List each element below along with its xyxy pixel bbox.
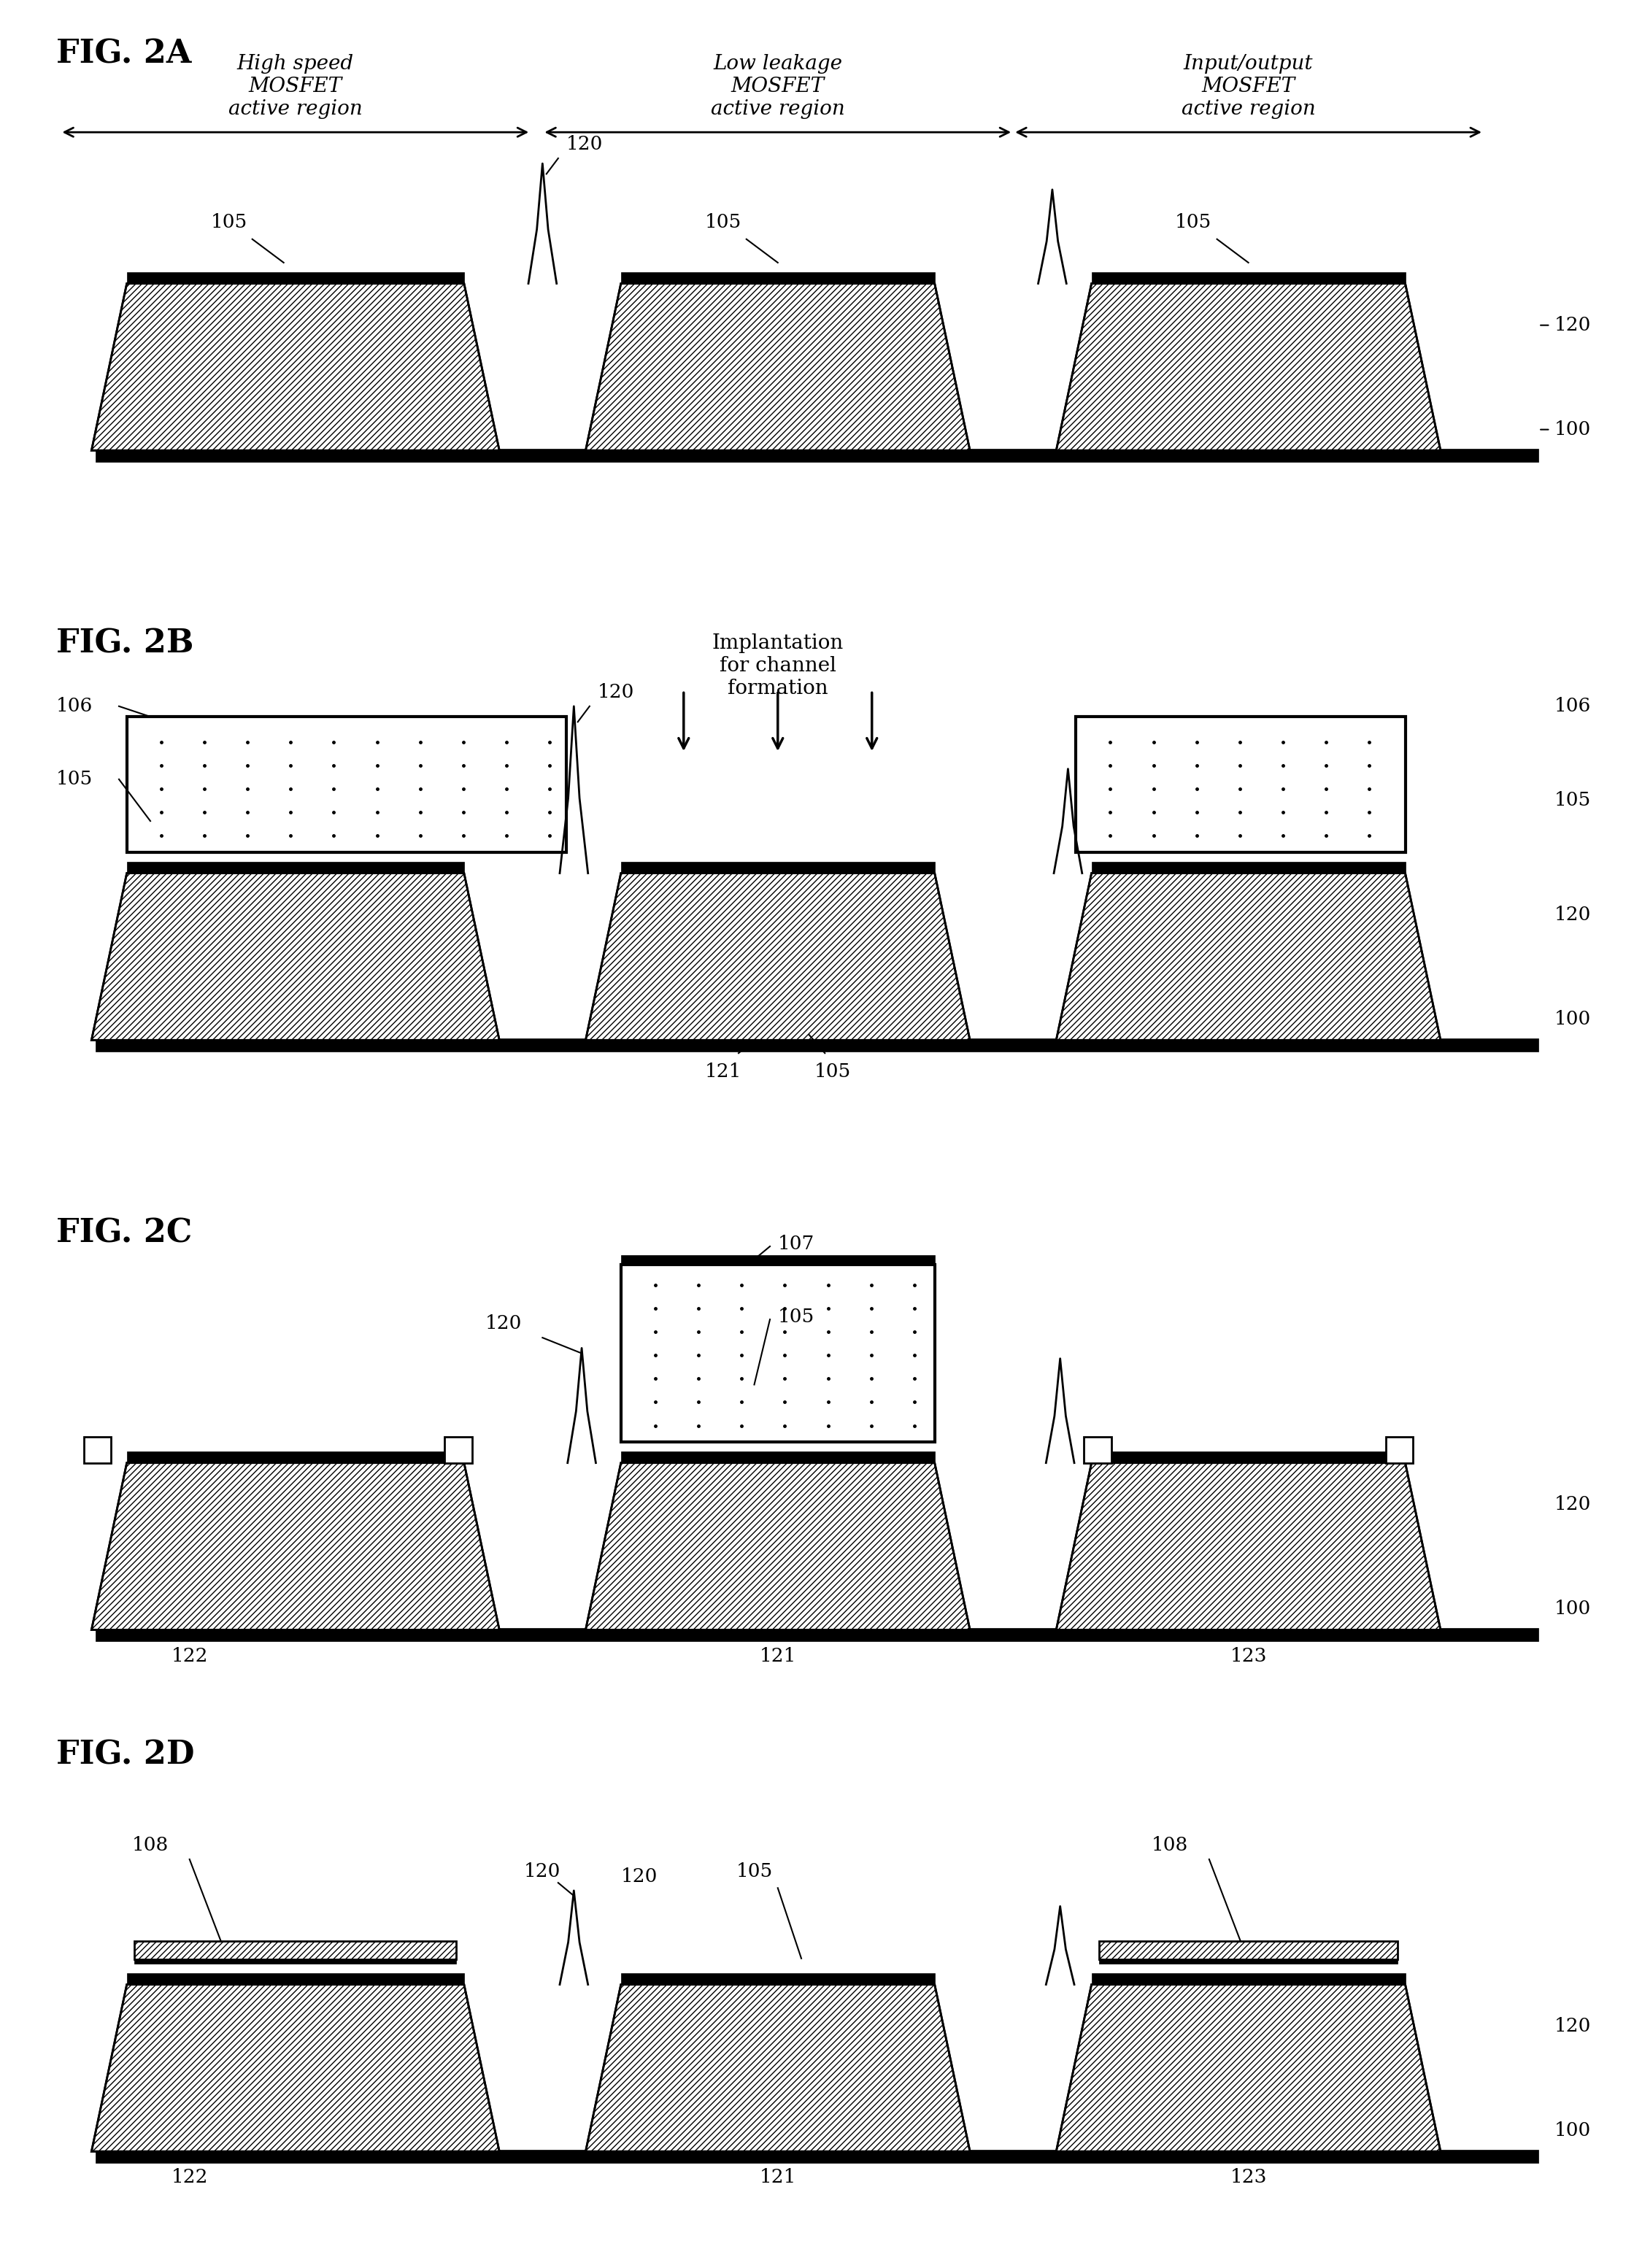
Text: 120: 120 (598, 683, 634, 701)
Text: 120: 120 (1554, 2016, 1592, 2034)
Text: 120: 120 (525, 1862, 560, 1880)
Bar (127, 272, 464, 284)
Text: 100: 100 (1554, 2121, 1592, 2139)
Bar (95, 1039, 1539, 1052)
Text: 106: 106 (1554, 696, 1592, 714)
Bar (1100, 1941, 1397, 1960)
Polygon shape (1056, 284, 1441, 451)
Bar (621, 1254, 935, 1266)
Bar (1092, 862, 1405, 873)
Text: 106: 106 (56, 696, 93, 714)
Bar (621, 1266, 935, 1442)
Text: 100: 100 (1554, 1599, 1592, 1617)
Text: High speed
MOSFET
active region: High speed MOSFET active region (229, 54, 363, 120)
Polygon shape (1056, 1463, 1441, 1631)
Text: 120: 120 (1554, 1495, 1592, 1513)
Text: 105: 105 (814, 1061, 851, 1080)
Bar (83, 1438, 111, 1463)
Bar (134, 1960, 456, 1964)
Bar (95, 1628, 1539, 1642)
Text: 105: 105 (778, 1309, 814, 1327)
Polygon shape (92, 1463, 500, 1631)
Text: 108: 108 (1152, 1835, 1188, 1853)
Bar (127, 862, 464, 873)
Bar (1100, 1960, 1397, 1964)
Bar (95, 2150, 1539, 2164)
Polygon shape (585, 873, 971, 1041)
Text: 108: 108 (132, 1835, 168, 1853)
Text: 120: 120 (1554, 905, 1592, 923)
Text: 100: 100 (1554, 1009, 1592, 1027)
Bar (127, 717, 565, 853)
Polygon shape (1056, 1984, 1441, 2152)
Polygon shape (1056, 873, 1441, 1041)
Text: 121: 121 (704, 1061, 742, 1080)
Text: Low leakage
MOSFET
active region: Low leakage MOSFET active region (711, 54, 845, 120)
Text: 105: 105 (704, 213, 742, 231)
Text: 105: 105 (56, 771, 93, 789)
Bar (95, 449, 1539, 463)
Bar (1092, 1973, 1405, 1984)
Text: 120: 120 (485, 1313, 521, 1331)
Text: 105: 105 (211, 213, 247, 231)
Bar (1083, 1438, 1111, 1463)
Bar (621, 862, 935, 873)
Polygon shape (585, 284, 971, 451)
Text: Implantation
for channel
formation: Implantation for channel formation (712, 633, 843, 699)
Polygon shape (92, 284, 500, 451)
Text: 121: 121 (760, 2168, 796, 2186)
Text: 121: 121 (760, 1647, 796, 1665)
Bar (127, 1973, 464, 1984)
Bar (621, 1452, 935, 1463)
Bar (621, 272, 935, 284)
Bar (1092, 272, 1405, 284)
Bar (1075, 717, 1405, 853)
Text: Input/output
MOSFET
active region: Input/output MOSFET active region (1181, 54, 1315, 120)
Text: 122: 122 (172, 1647, 208, 1665)
Bar (127, 1452, 464, 1463)
Bar (444, 1438, 472, 1463)
Text: 105: 105 (1175, 213, 1212, 231)
Text: 120: 120 (621, 1867, 657, 1885)
Text: FIG. 2C: FIG. 2C (56, 1218, 193, 1250)
Text: FIG. 2A: FIG. 2A (56, 39, 191, 70)
Text: 123: 123 (1230, 1647, 1266, 1665)
Text: FIG. 2D: FIG. 2D (56, 1740, 194, 1771)
Polygon shape (585, 1463, 971, 1631)
Text: FIG. 2B: FIG. 2B (56, 628, 194, 660)
Bar (621, 1973, 935, 1984)
Text: 122: 122 (172, 2168, 208, 2186)
Bar (1386, 1438, 1413, 1463)
Text: 105: 105 (1554, 792, 1592, 810)
Polygon shape (92, 1984, 500, 2152)
Text: 123: 123 (1230, 2168, 1266, 2186)
Text: 107: 107 (778, 1234, 814, 1252)
Polygon shape (585, 1984, 971, 2152)
Polygon shape (92, 873, 500, 1041)
Bar (134, 1941, 456, 1960)
Bar (1092, 1452, 1405, 1463)
Text: 120: 120 (565, 134, 603, 154)
Text: 120: 120 (1554, 315, 1592, 333)
Text: 100: 100 (1554, 420, 1592, 438)
Text: 105: 105 (735, 1862, 773, 1880)
